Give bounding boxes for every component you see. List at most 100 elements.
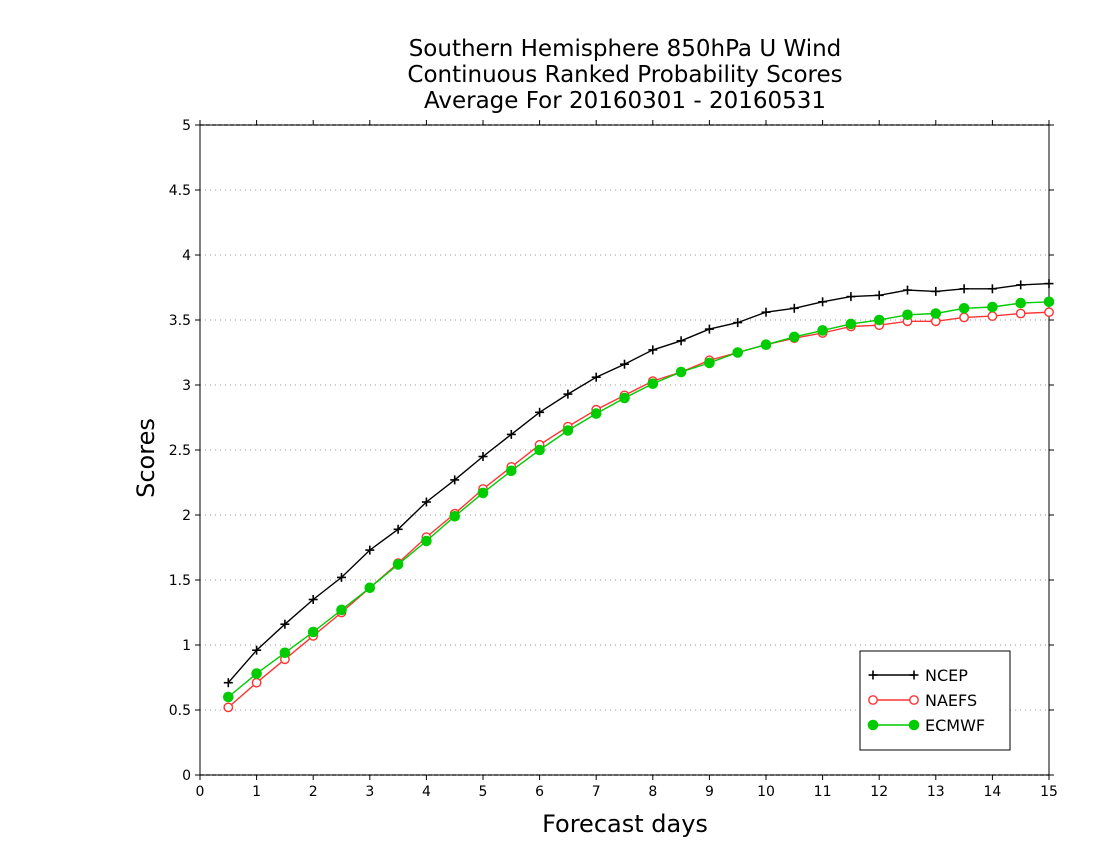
x-tick-label: 9 xyxy=(705,784,714,800)
data-point-ncep xyxy=(987,284,997,294)
x-tick-label: 5 xyxy=(479,784,488,800)
data-point-ecmwf xyxy=(251,668,262,679)
data-point-ecmwf xyxy=(873,314,885,326)
data-point-ncep xyxy=(733,318,743,328)
data-point-ncep xyxy=(648,345,658,355)
x-tick-label: 15 xyxy=(1040,784,1058,800)
chart-title-line-2: Continuous Ranked Probability Scores xyxy=(407,62,843,88)
data-point-ecmwf xyxy=(336,604,347,616)
data-point-ncep xyxy=(903,285,912,295)
data-point-ecmwf xyxy=(760,339,772,351)
data-point-ecmwf xyxy=(506,465,517,477)
data-point-ncep xyxy=(846,292,856,302)
data-point-ncep xyxy=(704,324,714,334)
data-point-ecmwf xyxy=(364,582,376,594)
y-tick-label: 1 xyxy=(182,638,191,654)
y-tick-label: 2.5 xyxy=(169,443,191,459)
data-point-ecmwf xyxy=(307,626,319,638)
x-axis-label: Forecast days xyxy=(542,810,708,838)
data-point-ecmwf xyxy=(562,425,574,436)
legend-entry-ncep: NCEP xyxy=(868,666,968,685)
x-tick-label: 12 xyxy=(870,784,888,800)
legend-marker-right xyxy=(908,719,920,731)
x-tick-label: 4 xyxy=(422,784,431,800)
data-point-ncep xyxy=(761,307,771,317)
x-tick-label: 1 xyxy=(252,784,261,800)
data-point-ncep xyxy=(1044,279,1054,289)
data-point-ncep xyxy=(959,284,969,294)
data-point-ncep xyxy=(308,595,318,604)
data-point-naefs xyxy=(251,677,262,688)
x-tick-label: 14 xyxy=(983,784,1001,800)
data-point-ecmwf xyxy=(732,347,744,358)
data-point-naefs xyxy=(987,311,998,321)
series-line-ncep xyxy=(227,282,1050,684)
data-point-ecmwf xyxy=(223,691,234,703)
legend-marker-right xyxy=(909,695,919,705)
data-point-ncep xyxy=(931,286,941,296)
data-point-naefs xyxy=(1044,307,1054,318)
legend-marker-right xyxy=(909,670,919,680)
legend-marker-left xyxy=(868,695,878,705)
data-point-ncep xyxy=(478,452,488,461)
y-tick-label: 5 xyxy=(182,118,191,134)
data-point-ncep xyxy=(818,297,828,307)
legend-marker-left xyxy=(867,719,879,731)
data-point-ncep xyxy=(337,572,346,582)
data-point-naefs xyxy=(959,312,969,323)
data-point-ncep xyxy=(1016,280,1026,290)
data-point-ecmwf xyxy=(619,392,630,404)
data-point-ecmwf xyxy=(704,357,715,369)
axis-ticks: 00.511.522.533.544.550 1 2 3 4 5 6 7 8 9 10 11 12 13 1… xyxy=(169,118,1058,800)
data-point-ncep xyxy=(223,678,233,688)
data-point-ecmwf xyxy=(1043,296,1055,308)
x-tick-label: 13 xyxy=(927,784,945,800)
data-point-ncep xyxy=(365,545,375,555)
data-point-ecmwf xyxy=(845,318,857,330)
data-point-ncep xyxy=(874,290,884,300)
x-tick-label: 0 xyxy=(196,784,205,800)
data-point-ncep xyxy=(450,475,460,485)
series-line-naefs xyxy=(227,311,1050,708)
y-tick-label: 0.5 xyxy=(169,703,191,719)
data-point-ncep xyxy=(280,619,290,629)
data-point-naefs xyxy=(1015,308,1026,319)
data-point-ncep xyxy=(393,524,403,534)
data-point-ecmwf xyxy=(647,378,659,390)
legend-entry-naefs: NAEFS xyxy=(868,691,977,710)
data-point-ecmwf xyxy=(590,408,602,419)
x-tick-label: 7 xyxy=(592,784,601,800)
y-tick-label: 1.5 xyxy=(169,573,191,589)
data-point-ecmwf xyxy=(477,487,489,499)
y-tick-label: 4 xyxy=(182,248,191,264)
data-point-ecmwf xyxy=(1015,297,1027,309)
data-point-ncep xyxy=(252,645,262,655)
x-tick-label: 2 xyxy=(309,784,318,800)
legend-marker-left xyxy=(868,670,878,680)
y-tick-label: 4.5 xyxy=(169,183,191,199)
chart-title-line-3: Average For 20160301 - 20160531 xyxy=(423,88,827,114)
series-ncep xyxy=(223,279,1054,688)
grid-lines xyxy=(200,189,1049,711)
x-tick-label: 11 xyxy=(814,784,832,800)
y-axis-label: Scores xyxy=(132,418,160,498)
data-point-ncep xyxy=(591,372,601,382)
legend-entry-ecmwf: ECMWF xyxy=(867,716,985,735)
x-tick-label: 6 xyxy=(535,784,544,800)
series-line-ecmwf xyxy=(227,301,1050,698)
data-point-ecmwf xyxy=(958,303,970,314)
data-point-ecmwf xyxy=(987,301,998,313)
data-point-ncep xyxy=(506,429,516,439)
legend-label: ECMWF xyxy=(925,716,985,735)
y-tick-label: 0 xyxy=(182,768,191,784)
data-point-ecmwf xyxy=(817,325,828,336)
data-point-ncep xyxy=(620,359,629,369)
data-point-ncep xyxy=(421,497,431,507)
legend-label: NCEP xyxy=(925,666,968,685)
data-point-ncep xyxy=(676,336,686,346)
data-point-ncep xyxy=(789,303,799,313)
x-tick-label: 8 xyxy=(648,784,657,800)
x-tick-label: 10 xyxy=(757,784,775,800)
data-point-ecmwf xyxy=(789,331,800,343)
